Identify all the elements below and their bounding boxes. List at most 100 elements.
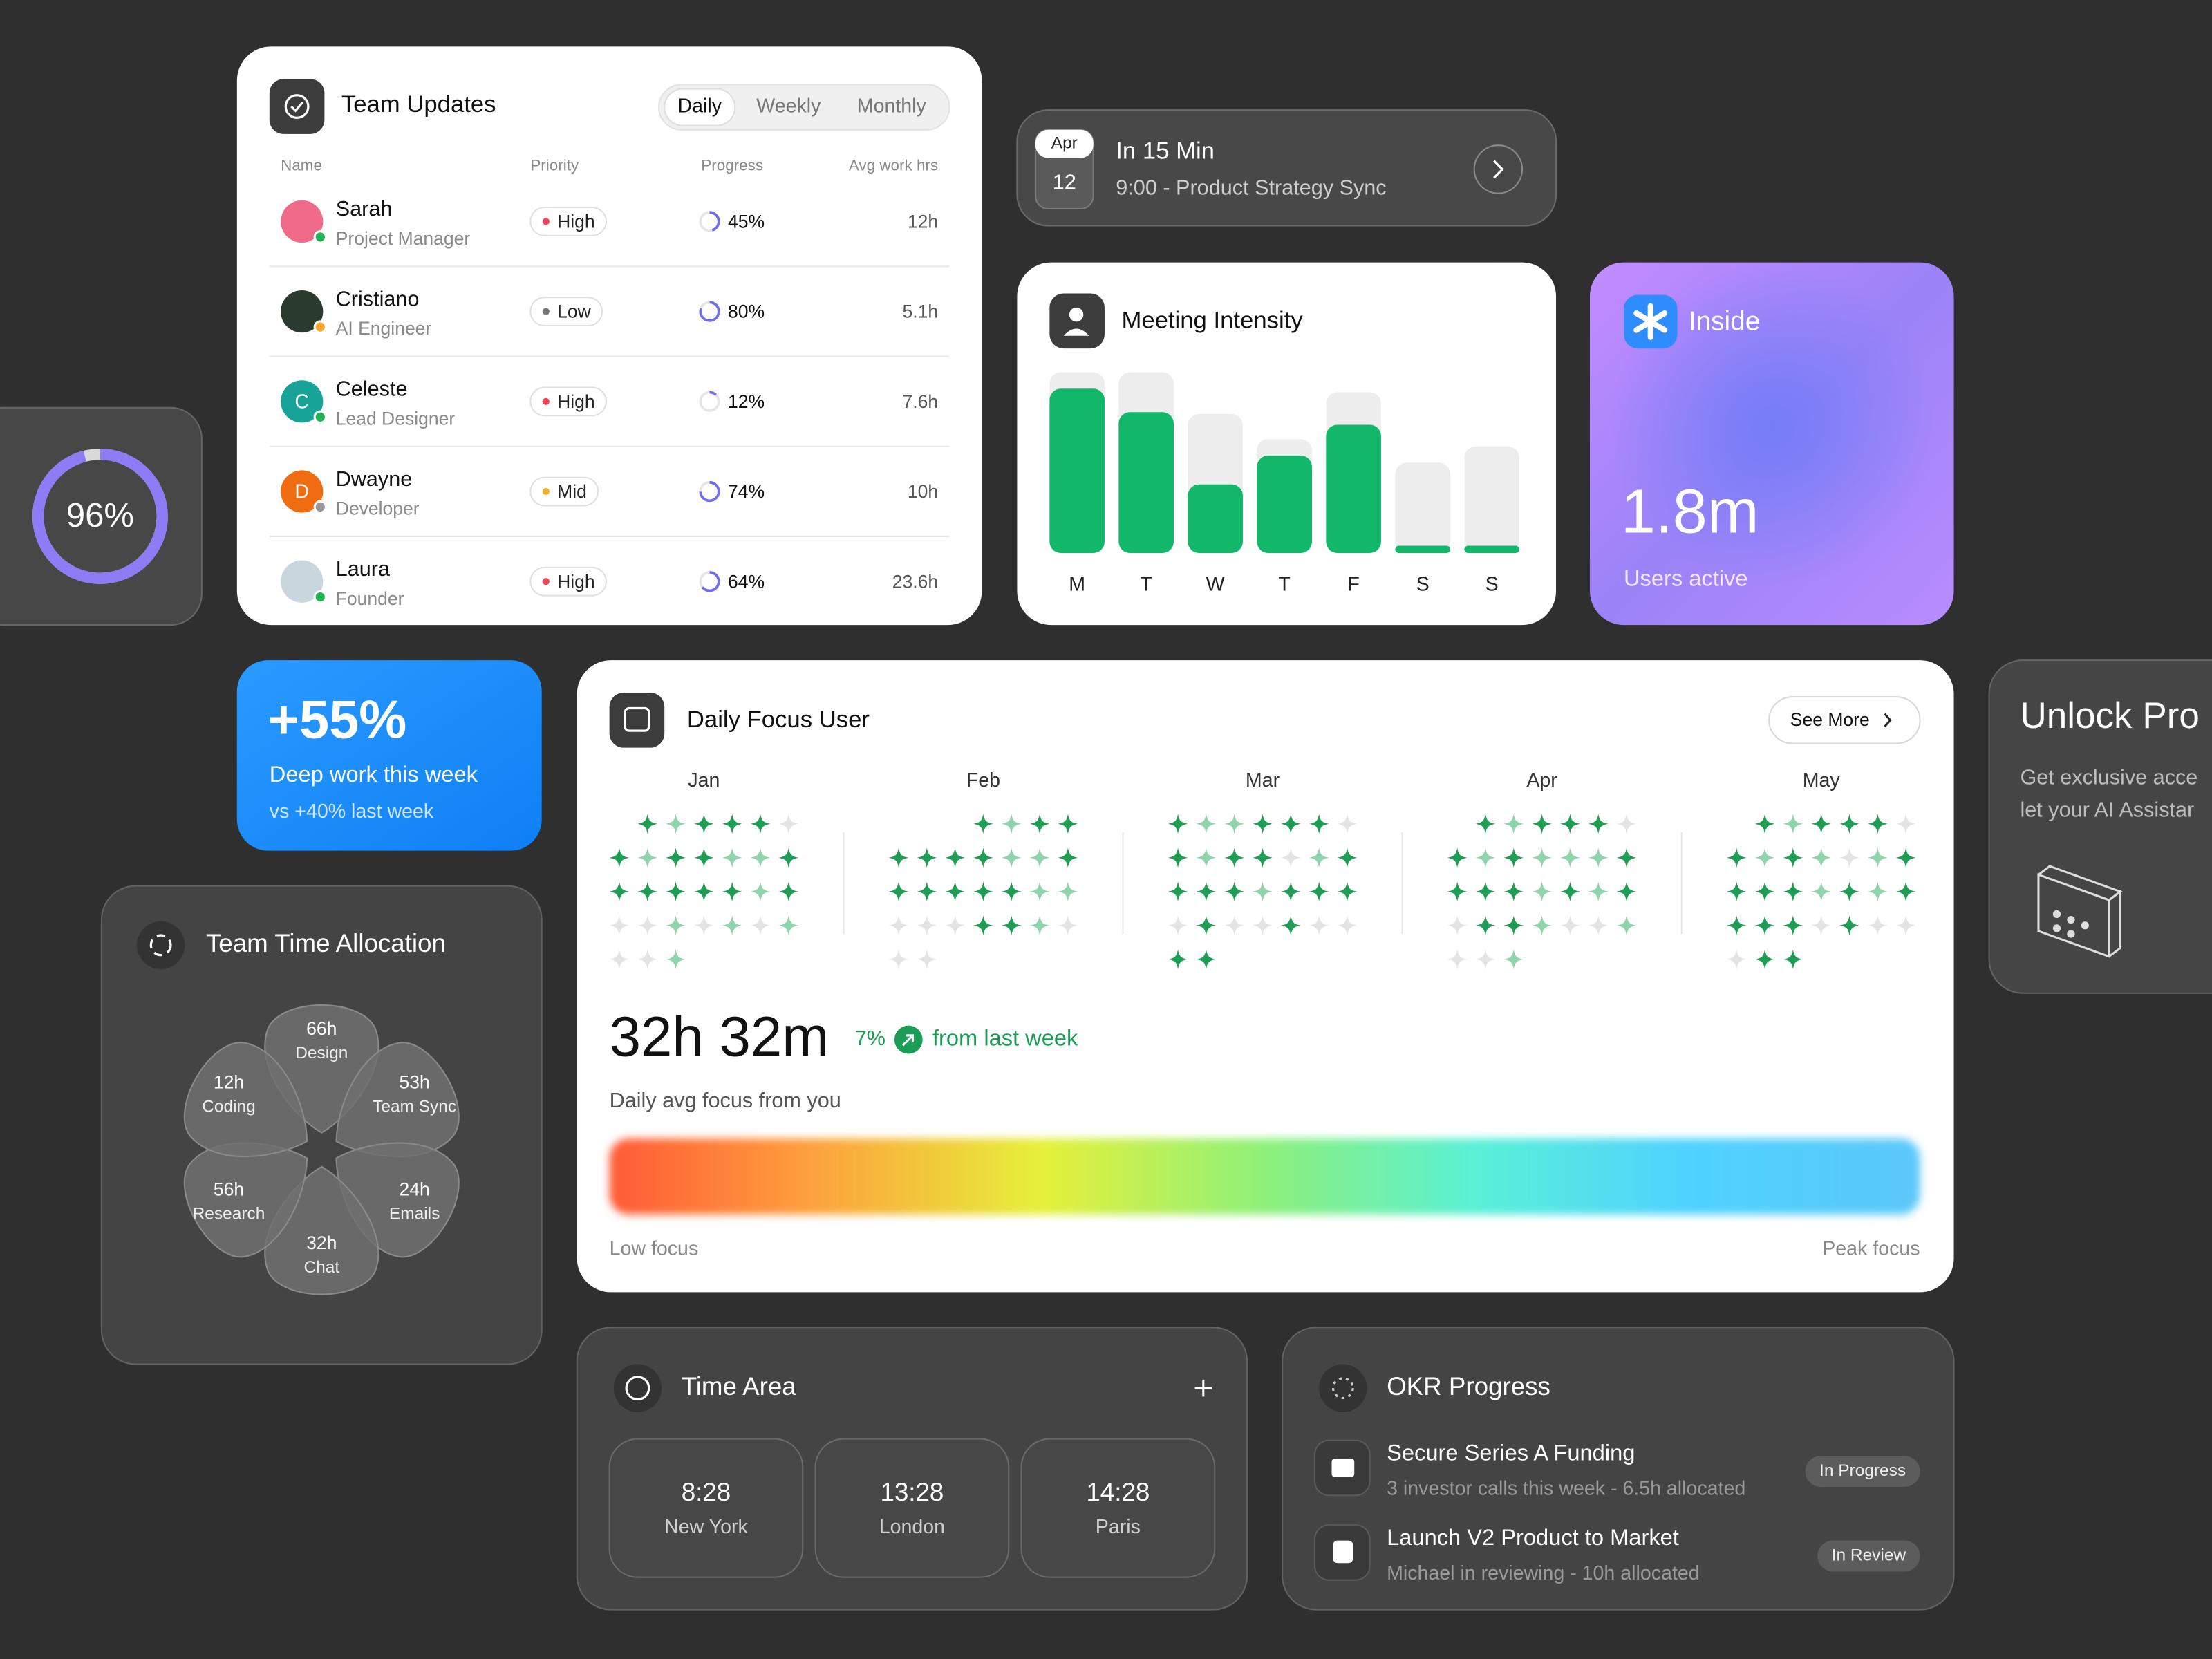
- status-dot: [313, 500, 327, 514]
- focus-star: [666, 847, 686, 868]
- card-title: Team Updates: [341, 91, 496, 118]
- column-header: Name: [281, 157, 322, 174]
- icon: [1331, 1377, 1354, 1400]
- tab[interactable]: Daily: [677, 95, 722, 118]
- priority-pill: [529, 386, 608, 417]
- member-role: Developer: [336, 498, 420, 519]
- tab-active: [664, 88, 736, 126]
- focus-star: [973, 847, 993, 868]
- member-name: Dwayne: [336, 467, 413, 491]
- focus-star: [637, 949, 658, 970]
- focus-star: [609, 915, 630, 936]
- focus-star: [1839, 915, 1859, 936]
- intensity-bar: [1326, 424, 1381, 553]
- priority-label: High: [557, 211, 595, 232]
- status-pill: [1805, 1456, 1920, 1488]
- unlock-icon: [2037, 865, 2123, 958]
- focus-star: [1281, 881, 1301, 902]
- focus-star: [1588, 847, 1609, 868]
- okr-detail: Michael in reviewing - 10h allocated: [1387, 1562, 1699, 1584]
- focus-star: [1839, 881, 1859, 902]
- progress-ring: [699, 391, 720, 412]
- add-button[interactable]: [1194, 1379, 1212, 1397]
- icon: [269, 79, 325, 134]
- focus-star: [1726, 915, 1747, 936]
- focus-star: [1253, 814, 1273, 834]
- focus-change-text: from last week: [932, 1025, 1078, 1051]
- focus-star: [1196, 814, 1217, 834]
- status-pill: [1817, 1540, 1920, 1572]
- segment-hours: 56h: [214, 1179, 244, 1199]
- clock-box: [1020, 1438, 1216, 1578]
- focus-star: [1588, 881, 1609, 902]
- focus-star: [778, 915, 799, 936]
- day-label: W: [1206, 573, 1225, 595]
- focus-star: [1532, 814, 1552, 834]
- metric-label: Users active: [1624, 565, 1748, 590]
- unlock-text: let your AI Assistar: [2020, 798, 2194, 822]
- scale-low: Low focus: [610, 1238, 699, 1260]
- okr-title: Launch V2 Product to Market: [1387, 1524, 1679, 1550]
- focus-star: [1616, 915, 1637, 936]
- focus-star: [1811, 881, 1831, 902]
- tab[interactable]: Weekly: [756, 95, 821, 118]
- focus-star: [1337, 881, 1358, 902]
- progress-ring: [699, 301, 720, 322]
- status-dot: [313, 320, 327, 334]
- status-label: In Progress: [1819, 1461, 1906, 1480]
- tab[interactable]: Monthly: [857, 95, 927, 118]
- focus-star: [1532, 847, 1552, 868]
- focus-star: [1196, 881, 1217, 902]
- priority-label: High: [557, 391, 595, 412]
- progress-ring: [699, 571, 720, 592]
- focus-star: [1168, 814, 1188, 834]
- priority-dot: [542, 218, 550, 225]
- focus-star: [1224, 881, 1244, 902]
- capacity-bar: [1464, 446, 1519, 553]
- event-open-button[interactable]: [1473, 144, 1524, 194]
- member-role: AI Engineer: [336, 318, 432, 339]
- focus-star: [778, 881, 799, 902]
- see-more-button[interactable]: [1768, 696, 1921, 744]
- focus-star: [1811, 915, 1831, 936]
- focus-star: [1001, 915, 1022, 936]
- day-label: M: [1069, 573, 1085, 595]
- icon: [624, 706, 650, 732]
- focus-star: [1839, 847, 1859, 868]
- focus-star: [917, 847, 937, 868]
- icon: [613, 1364, 662, 1412]
- intensity-bar: [1188, 484, 1243, 553]
- focus-star: [1726, 847, 1747, 868]
- icon: [1331, 1459, 1355, 1477]
- icon: [136, 921, 185, 970]
- progress-label: 80%: [728, 301, 765, 322]
- focus-star: [1224, 847, 1244, 868]
- clock-city: Paris: [1096, 1516, 1141, 1538]
- segment-hours: 53h: [400, 1071, 430, 1092]
- focus-star: [1868, 881, 1888, 902]
- priority-dot: [542, 397, 550, 405]
- icon: [1493, 160, 1504, 179]
- focus-star: [1001, 881, 1022, 902]
- member-role: Project Manager: [336, 228, 471, 249]
- member-role: Lead Designer: [336, 408, 456, 429]
- team-updates-card: [236, 46, 982, 626]
- scale-high: Peak focus: [1822, 1238, 1920, 1260]
- focus-star: [609, 847, 630, 868]
- see-more-label[interactable]: See More: [1790, 709, 1870, 730]
- deep-work-card: [236, 660, 542, 851]
- focus-star: [1783, 949, 1803, 970]
- priority-label: Mid: [557, 481, 587, 502]
- capacity-bar: [1395, 462, 1450, 553]
- avg-hours: 12h: [908, 211, 938, 232]
- focus-star: [750, 814, 771, 834]
- avatar-initial: D: [294, 481, 309, 503]
- focus-star: [1868, 915, 1888, 936]
- focus-star: [1196, 847, 1217, 868]
- clock-city: London: [879, 1516, 945, 1538]
- month-label: Jan: [688, 769, 720, 791]
- segment-name: Emails: [389, 1205, 440, 1224]
- focus-star: [1196, 949, 1217, 970]
- focus-star: [1783, 814, 1803, 834]
- focus-star: [1895, 881, 1916, 902]
